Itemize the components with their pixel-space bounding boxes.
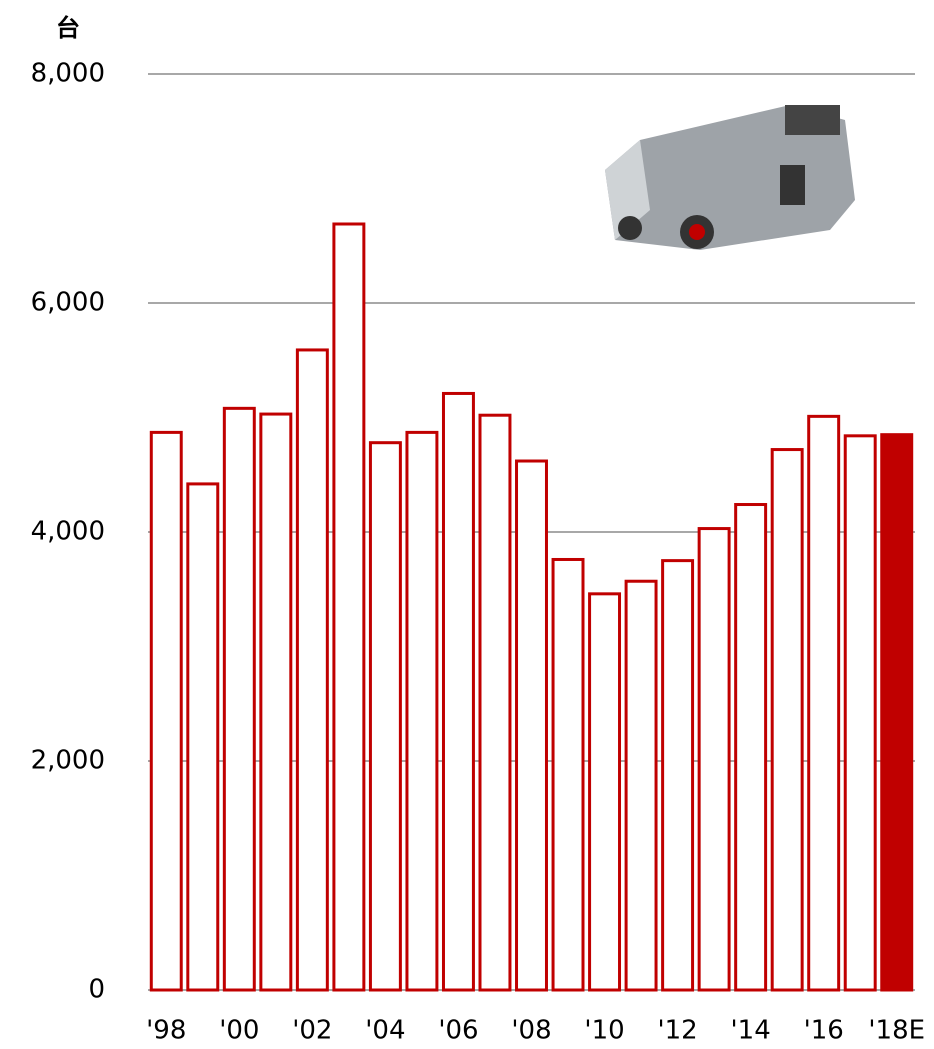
bar: [515, 459, 548, 992]
y-tick-label: 4,000: [31, 517, 105, 547]
y-tick-label: 8,000: [31, 59, 105, 89]
x-tick-label: '14: [731, 1016, 771, 1046]
bar: [734, 503, 768, 992]
x-tick-label: '18E: [868, 1016, 925, 1046]
truck-image: [605, 105, 855, 250]
bar: [149, 430, 183, 992]
x-tick-label: '98: [146, 1016, 186, 1046]
bar: [441, 391, 475, 992]
bar: [332, 222, 366, 992]
x-tick-label: '06: [438, 1016, 478, 1046]
y-axis-unit: 台: [56, 14, 80, 42]
x-tick-label: '10: [584, 1016, 624, 1046]
bar: [588, 592, 622, 992]
bar: [551, 557, 585, 992]
x-tick-label: '00: [219, 1016, 259, 1046]
x-tick-label: '12: [657, 1016, 697, 1046]
bar: [624, 579, 658, 992]
bar: [478, 413, 512, 992]
bar: [222, 406, 256, 992]
bar: [368, 441, 402, 992]
bar: [697, 527, 731, 992]
bar: [405, 430, 439, 992]
x-tick-label: '04: [365, 1016, 405, 1046]
bar: [259, 412, 293, 992]
y-tick-label: 6,000: [31, 288, 105, 318]
bar: [661, 559, 695, 992]
bar: [770, 448, 804, 992]
x-tick-label: '16: [804, 1016, 844, 1046]
bar: [295, 348, 329, 992]
x-tick-label: '02: [292, 1016, 332, 1046]
bar: [880, 433, 914, 992]
bar: [843, 434, 877, 992]
bar: [186, 482, 220, 992]
bar: [807, 414, 841, 992]
x-tick-label: '08: [511, 1016, 551, 1046]
y-tick-label: 2,000: [31, 746, 105, 776]
y-tick-label: 0: [88, 975, 105, 1005]
